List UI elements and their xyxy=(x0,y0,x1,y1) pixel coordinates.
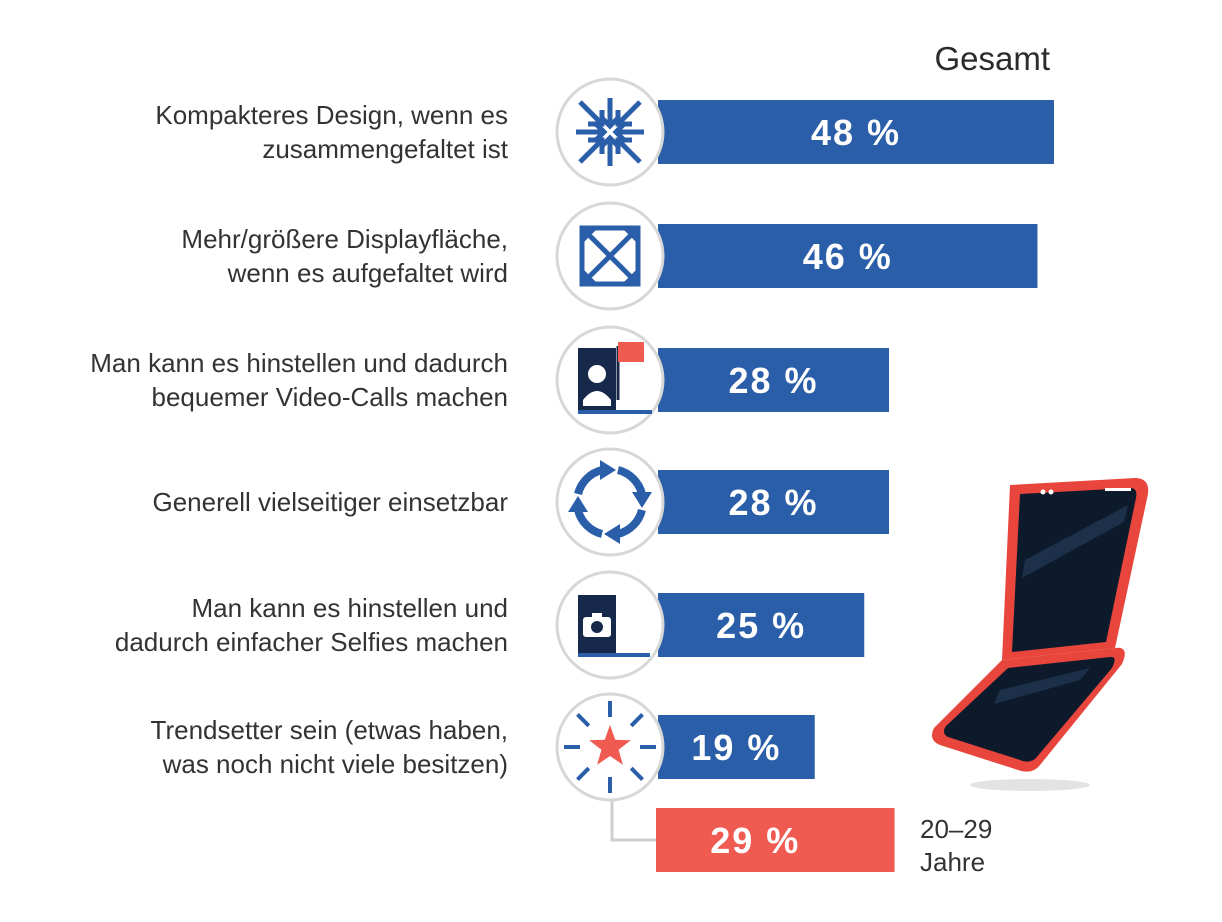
column-header: Gesamt xyxy=(934,40,1050,77)
category-label-5: Man kann es hinstellen und dadurch einfac… xyxy=(115,593,508,657)
bar-value-label-6: 19 % xyxy=(691,727,781,768)
bar-value-label-1: 48 % xyxy=(811,112,901,153)
category-label-line: dadurch einfacher Selfies machen xyxy=(115,627,508,657)
category-label-line: Man kann es hinstellen und xyxy=(191,593,508,623)
subgroup-bar xyxy=(656,808,895,872)
camera-dot xyxy=(1040,489,1046,495)
category-label-6: Trendsetter sein (etwas haben, was noch n… xyxy=(151,715,508,779)
subgroup-name-line: Jahre xyxy=(920,847,985,877)
bar-group-4: 28 % xyxy=(658,470,889,534)
star xyxy=(589,725,631,765)
arrow xyxy=(578,100,605,127)
subgroup-connector xyxy=(610,800,656,842)
icon-glyph xyxy=(576,98,644,166)
person-body xyxy=(583,391,611,406)
arrow xyxy=(580,226,640,286)
rotate-arc xyxy=(574,466,604,496)
bar-group-1: 48 % xyxy=(658,100,1054,164)
rotate-arrowhead xyxy=(600,460,616,480)
bar-3 xyxy=(658,348,889,412)
arrow-head xyxy=(582,268,598,284)
bar-value-label-2: 46 % xyxy=(803,236,893,277)
category-label-line: bequemer Video-Calls machen xyxy=(152,382,509,412)
icon-glyph xyxy=(568,460,652,544)
icon-circle xyxy=(555,447,665,557)
rotate-arrowhead xyxy=(568,496,588,512)
category-label-line: Trendsetter sein (etwas haben, xyxy=(151,715,508,745)
bar-group-6: 19 % xyxy=(658,715,815,779)
bar-value-label-4: 28 % xyxy=(728,482,818,523)
rotate-arrowhead xyxy=(604,524,620,544)
category-label-3: Man kann es hinstellen und dadurch bequem… xyxy=(90,348,508,412)
category-label-1: Kompakteres Design, wenn es zusammengefal… xyxy=(155,100,508,164)
star-burst-icon xyxy=(555,692,665,802)
rotate-arc xyxy=(574,508,604,538)
rotate-arrowhead xyxy=(632,492,652,508)
icon-circle xyxy=(555,77,665,187)
arrow xyxy=(599,98,621,166)
video-call-icon xyxy=(555,325,665,435)
phone-bottom-screen xyxy=(943,656,1115,762)
icon-glyph xyxy=(578,342,652,414)
selfie-camera-icon xyxy=(555,570,665,680)
category-label-2: Mehr/größere Displayfläche, wenn es aufge… xyxy=(181,224,508,288)
camera-top xyxy=(592,613,602,618)
arrow xyxy=(576,121,644,143)
category-label-line: zusammengefaltet ist xyxy=(262,134,508,164)
arrow xyxy=(578,137,605,164)
rotate-arc xyxy=(616,508,646,538)
icon-glyph xyxy=(564,701,656,793)
speaker-slit xyxy=(1105,488,1131,491)
icon-glyph xyxy=(578,595,650,657)
arrow-head xyxy=(622,228,638,244)
burst-ray xyxy=(576,713,591,728)
screen-reflection xyxy=(994,668,1090,704)
bar-group-5: 25 % xyxy=(658,593,865,657)
bar-4 xyxy=(658,470,889,534)
bar-2 xyxy=(658,224,1038,288)
bar-6 xyxy=(658,715,815,779)
burst-ray xyxy=(629,766,644,781)
category-label-line: wenn es aufgefaltet wird xyxy=(227,258,508,288)
rotate-arrows-icon xyxy=(555,447,665,557)
compress-arrows-icon xyxy=(555,77,665,187)
person-head xyxy=(588,365,606,383)
subgroup-value-label: 29 % xyxy=(710,820,800,861)
camera-dot xyxy=(1048,489,1054,495)
arrow-head xyxy=(582,228,598,244)
category-label-line: Kompakteres Design, wenn es xyxy=(155,100,508,130)
arrow xyxy=(615,100,642,127)
bar-1 xyxy=(658,100,1054,164)
category-label-line: Man kann es hinstellen und dadurch xyxy=(90,348,508,378)
screen-reflection xyxy=(1022,505,1128,578)
arrow-head xyxy=(622,268,638,284)
rotate-arc xyxy=(616,466,646,496)
bar-value-label-5: 25 % xyxy=(716,605,806,646)
arrow xyxy=(615,137,642,164)
category-label-line: Mehr/größere Displayfläche, xyxy=(181,224,508,254)
foldable-phone-illustration xyxy=(932,478,1149,791)
subgroup-name: 20–29 Jahre xyxy=(920,814,992,877)
frame xyxy=(579,225,641,287)
bar-group-2: 46 % xyxy=(658,224,1038,288)
category-label-4: Generell vielseitiger einsetzbar xyxy=(152,487,508,517)
burst-ray xyxy=(576,766,591,781)
bar-group-3: 28 % xyxy=(658,348,889,412)
category-label-line: Generell vielseitiger einsetzbar xyxy=(152,487,508,517)
flag xyxy=(618,342,644,362)
expand-arrows-icon xyxy=(555,201,665,311)
icon-glyph xyxy=(579,225,641,287)
phone-shadow xyxy=(970,779,1090,791)
bar-value-label-3: 28 % xyxy=(728,360,818,401)
bar-5 xyxy=(658,593,865,657)
burst-ray xyxy=(629,713,644,728)
camera-lens xyxy=(591,621,603,633)
category-label-line: was noch nicht viele besitzen) xyxy=(162,749,508,779)
subgroup-name-line: 20–29 xyxy=(920,814,992,844)
